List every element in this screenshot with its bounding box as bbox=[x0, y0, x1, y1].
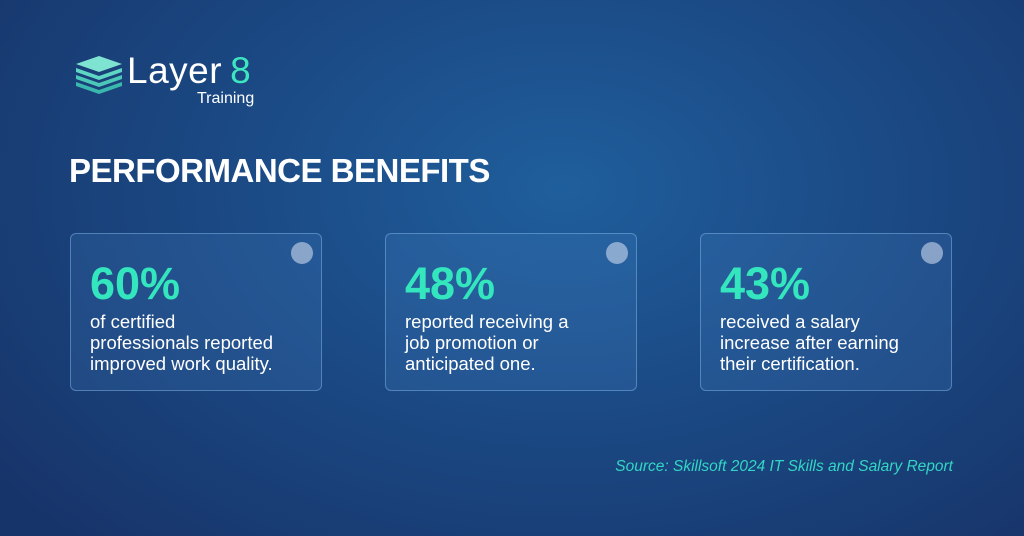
description-line: professionals reported bbox=[90, 332, 274, 353]
description-line: of certified bbox=[90, 311, 176, 332]
stat-card: 60% of certified professionals reported imp… bbox=[70, 233, 322, 391]
description-line: their certification. bbox=[720, 353, 860, 374]
stat-card: 43% received a salary increase after earni… bbox=[700, 233, 952, 391]
stat-card: 48% reported receiving a job promotion or a… bbox=[385, 233, 637, 391]
logo-icon bbox=[76, 56, 122, 94]
description-line: received a salary bbox=[720, 311, 860, 332]
stat-description: received a salary increase after earning t… bbox=[720, 311, 899, 374]
card-dot bbox=[921, 242, 943, 264]
stat-description: of certified professionals reported improv… bbox=[90, 311, 273, 374]
source-note: Source: Skillsoft 2024 IT Skills and Sal… bbox=[615, 458, 953, 475]
stat-value: 48% bbox=[405, 258, 496, 309]
description-line: increase after earning bbox=[720, 332, 899, 353]
logo-number: 8 bbox=[230, 50, 252, 91]
description-line: reported receiving a bbox=[405, 311, 569, 332]
logo-tagline: Training bbox=[197, 90, 255, 107]
logo-word: Layer bbox=[127, 50, 223, 91]
card-dot bbox=[291, 242, 313, 264]
card-dot bbox=[606, 242, 628, 264]
stat-value: 43% bbox=[720, 258, 811, 309]
logo-name: Layer 8 bbox=[127, 50, 251, 92]
description-line: job promotion or bbox=[405, 332, 539, 353]
stat-value: 60% bbox=[90, 258, 181, 309]
description-line: improved work quality. bbox=[90, 353, 273, 374]
stat-description: reported receiving a job promotion or anti… bbox=[405, 311, 569, 374]
page-title: PERFORMANCE BENEFITS bbox=[69, 152, 490, 189]
description-line: anticipated one. bbox=[405, 353, 536, 374]
